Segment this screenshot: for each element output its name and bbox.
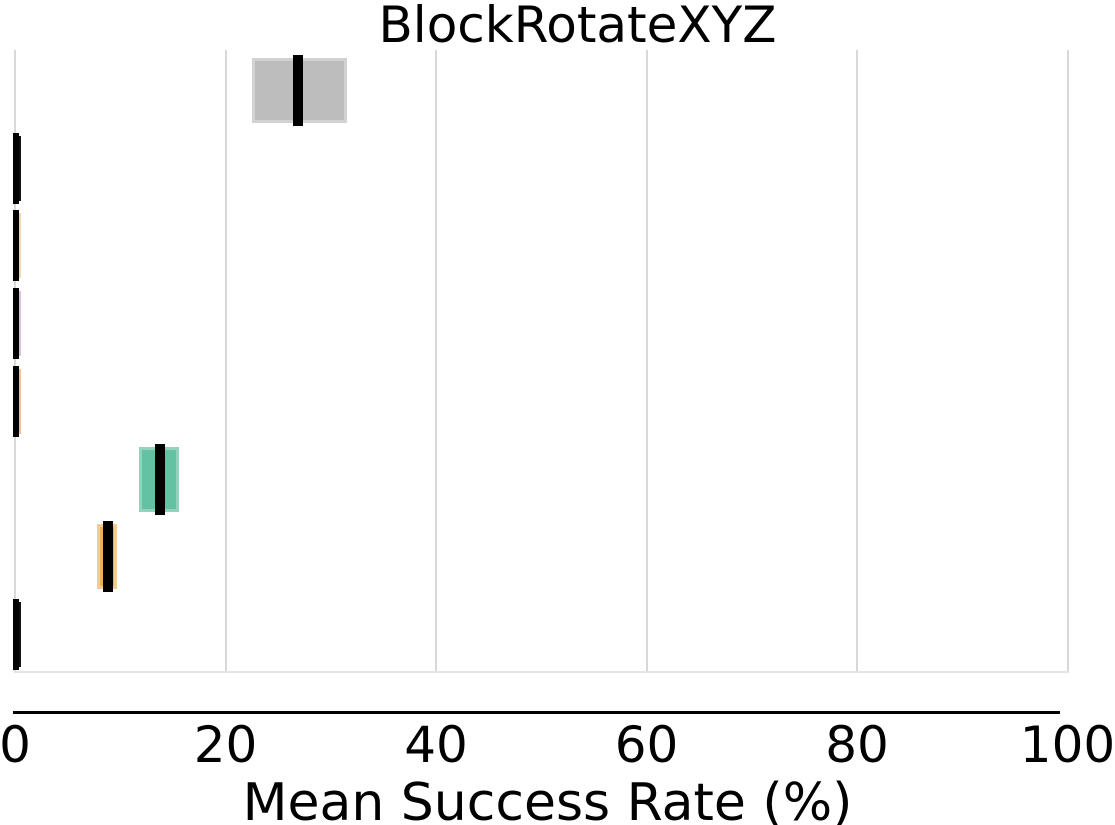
x-tick-label-80: 80 xyxy=(825,716,889,774)
median-line-row-4 xyxy=(13,288,19,360)
median-line-row-6 xyxy=(155,443,166,515)
median-line-row-3 xyxy=(13,210,19,282)
gridline-60 xyxy=(645,50,648,672)
gridline-20 xyxy=(224,50,227,672)
plot-bottom-edge xyxy=(14,671,1069,673)
median-line-row-5 xyxy=(13,365,19,437)
x-tick-label-0: 0 xyxy=(0,716,31,774)
x-axis-label: Mean Success Rate (%) xyxy=(242,773,853,825)
chart-title: BlockRotateXYZ xyxy=(378,0,777,54)
x-tick-label-60: 60 xyxy=(614,716,679,774)
median-line-row-1 xyxy=(293,55,304,126)
gridline-80 xyxy=(856,50,858,672)
median-line-row-2 xyxy=(13,132,19,204)
gridline-0 xyxy=(14,50,16,672)
median-line-row-8 xyxy=(13,598,19,670)
median-line-row-7 xyxy=(102,521,113,593)
x-tick-label-40: 40 xyxy=(404,716,468,774)
x-axis-line xyxy=(13,711,1060,714)
x-tick-label-20: 20 xyxy=(193,716,258,774)
gridline-40 xyxy=(435,50,437,672)
gridline-100 xyxy=(1066,50,1069,672)
x-tick-label-100: 100 xyxy=(1019,716,1115,774)
